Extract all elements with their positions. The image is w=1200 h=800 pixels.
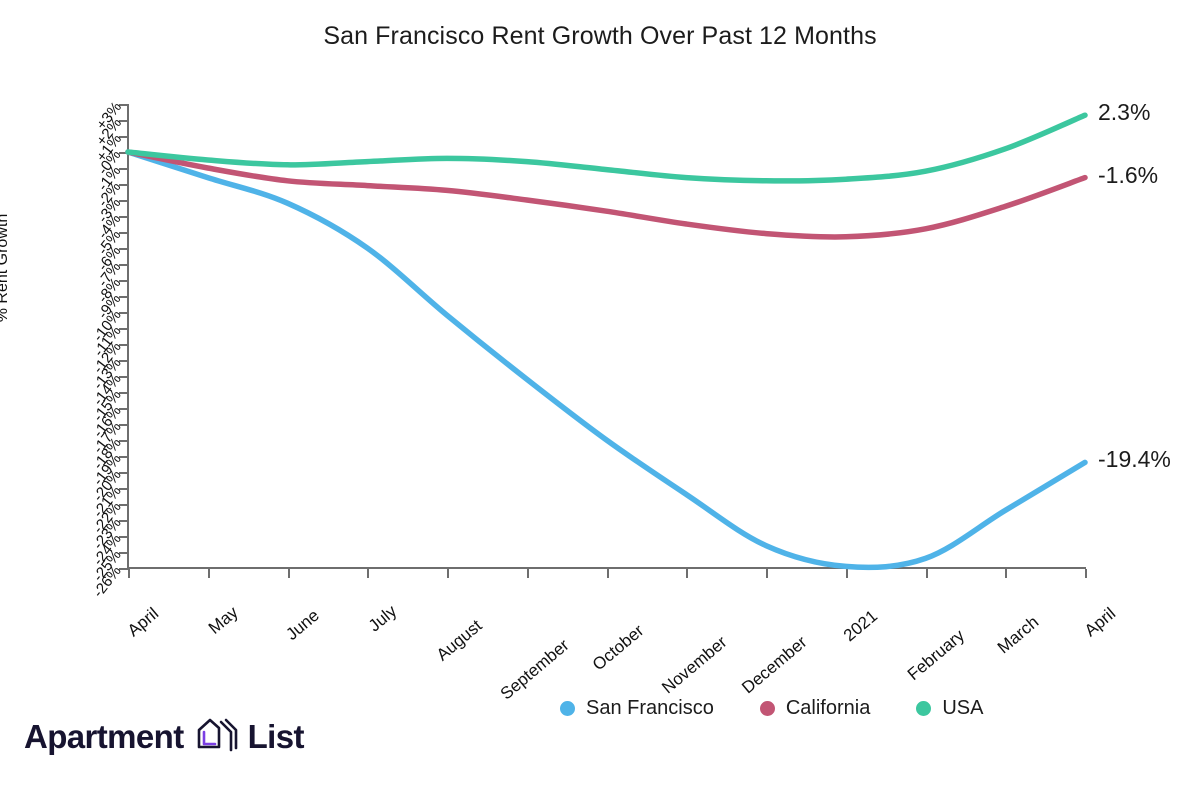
y-axis-tick	[119, 376, 128, 378]
y-axis-tick	[119, 120, 128, 122]
x-axis-tick	[606, 569, 609, 578]
y-axis-tick	[119, 296, 128, 298]
x-axis-tick	[207, 569, 210, 578]
logo-word-apartment: Apartment	[24, 717, 184, 755]
x-axis-ticks	[0, 569, 1200, 581]
y-axis-tick	[119, 536, 128, 538]
legend-item[interactable]: USA	[916, 697, 983, 720]
y-axis-ticks	[119, 104, 1085, 570]
house-chevron-icon	[197, 718, 237, 752]
y-axis-tick	[119, 424, 128, 426]
x-axis-tick-label: July	[365, 601, 401, 636]
y-axis-tick	[119, 552, 128, 554]
x-axis-tick	[287, 569, 290, 578]
x-axis-tick-label: April	[1080, 603, 1120, 641]
series-end-label: -19.4%	[1098, 446, 1171, 473]
x-axis-tick-label: 2021	[839, 606, 881, 646]
y-axis-tick	[119, 184, 128, 186]
x-axis-tick-label: June	[281, 605, 323, 644]
x-axis-tick	[1085, 569, 1087, 578]
x-axis-tick	[686, 569, 689, 578]
x-axis-tick-label: August	[432, 616, 486, 665]
y-axis-tick	[119, 136, 128, 138]
x-axis-tick	[1005, 569, 1008, 578]
y-axis-tick	[119, 440, 128, 442]
y-axis-tick	[119, 328, 128, 330]
x-axis-tick-label: November	[658, 632, 731, 698]
legend-item[interactable]: California	[759, 697, 871, 720]
y-axis-tick	[119, 456, 128, 458]
x-axis-tick-label: May	[204, 602, 242, 638]
y-axis-tick	[119, 248, 128, 250]
y-axis-tick	[119, 232, 128, 234]
y-axis-tick	[119, 472, 128, 474]
y-axis-tick	[119, 392, 128, 394]
y-axis-labels: +3% +2% +1% -0% -1% -2% -3% -4% -5% -6% -7% -8% -9% -…	[0, 99, 125, 601]
logo-word-list: List	[247, 717, 305, 755]
series-end-label: 2.3%	[1098, 99, 1151, 126]
x-axis-tick	[447, 569, 449, 578]
y-axis-tick	[119, 568, 128, 570]
y-axis-tick	[119, 280, 128, 282]
y-axis-tick	[119, 408, 128, 410]
series-end-label: -1.6%	[1098, 161, 1159, 188]
legend-color-dot	[916, 701, 932, 716]
y-axis-tick	[119, 104, 128, 106]
y-axis-tick	[119, 504, 128, 506]
x-axis-labels: April May June July August September October No…	[0, 582, 1200, 703]
x-axis-tick	[128, 569, 130, 578]
y-axis-tick	[119, 216, 128, 218]
legend-item-label: California	[785, 697, 871, 719]
y-axis-tick	[119, 168, 128, 170]
legend-item-label: San Francisco	[586, 697, 714, 719]
x-axis-tick-label: April	[123, 603, 163, 641]
legend-color-dot	[759, 701, 775, 716]
chart-title: San Francisco Rent Growth Over Past 12 M…	[323, 22, 877, 50]
x-axis-tick-label: October	[588, 620, 647, 675]
legend-color-dot	[560, 701, 575, 716]
x-axis-tick	[925, 569, 928, 578]
y-axis-tick	[119, 312, 128, 314]
apartment-list-logo: Apartment List	[24, 716, 305, 756]
x-axis-tick-label: February	[903, 625, 968, 685]
y-axis-tick	[119, 344, 128, 346]
y-axis-tick	[119, 488, 128, 490]
y-axis-tick	[119, 360, 128, 362]
legend-item-label: USA	[942, 697, 984, 719]
legend-item[interactable]: San Francisco	[560, 697, 714, 720]
x-axis-tick-label: December	[738, 632, 811, 698]
x-axis-tick	[367, 569, 370, 578]
x-axis-tick-label: March	[994, 612, 1043, 658]
y-axis-tick	[119, 520, 128, 522]
y-axis-tick	[119, 200, 128, 202]
x-axis-tick	[845, 569, 848, 578]
y-axis-tick	[119, 264, 128, 266]
x-axis-tick	[766, 569, 768, 578]
chart-legend: San Francisco California USA	[560, 697, 983, 720]
y-axis-tick	[119, 152, 128, 154]
x-axis-tick	[526, 569, 529, 578]
x-axis-tick-label: September	[496, 635, 573, 704]
